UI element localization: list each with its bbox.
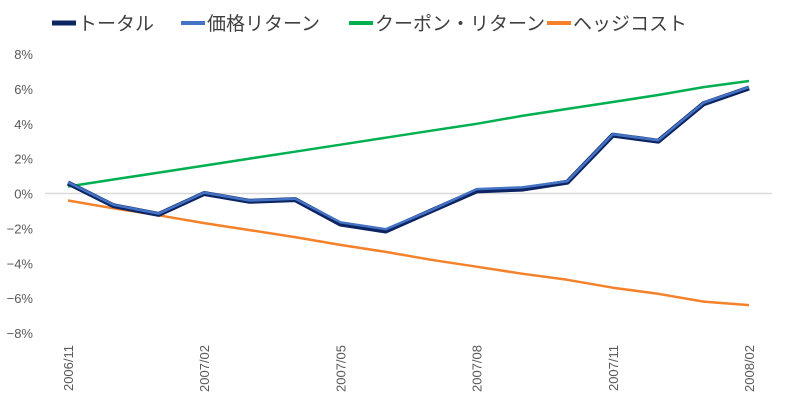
y-tick-label: 2% xyxy=(14,152,33,167)
y-tick-label: 4% xyxy=(14,117,33,132)
series-line-1 xyxy=(67,85,750,231)
y-axis: 8% 6% 4% 2% 0% −2% −4% −6% −8% xyxy=(7,47,34,341)
y-tick-label: −2% xyxy=(7,221,34,236)
legend-label: トータル xyxy=(78,13,154,35)
x-tick-label: 2007/02 xyxy=(197,345,212,392)
plot-area xyxy=(66,79,750,307)
y-tick-label: 6% xyxy=(14,82,33,97)
series-line-2 xyxy=(67,79,750,188)
legend-label: ヘッジコスト xyxy=(573,13,687,35)
x-axis: 2006/11 2007/02 2007/05 2007/08 2007/11 2008/… xyxy=(61,345,757,392)
x-tick-label: 2007/08 xyxy=(470,345,485,392)
y-tick-label: 8% xyxy=(14,47,33,62)
y-tick-label: 0% xyxy=(14,187,33,202)
series-line-3 xyxy=(67,199,750,307)
legend-label: 価格リターン xyxy=(207,13,320,35)
x-tick-label: 2006/11 xyxy=(61,345,76,391)
x-tick-label: 2007/05 xyxy=(333,345,348,392)
x-tick-label: 2008/02 xyxy=(742,345,757,392)
y-tick-label: −6% xyxy=(7,291,34,306)
legend-label: クーポン・リターン xyxy=(375,13,545,35)
x-tick-label: 2007/11 xyxy=(606,345,621,391)
y-tick-label: −4% xyxy=(7,256,34,271)
legend: トータル 価格リターン クーポン・リターン ヘッジコスト xyxy=(52,13,687,35)
y-tick-label: −8% xyxy=(7,326,34,341)
